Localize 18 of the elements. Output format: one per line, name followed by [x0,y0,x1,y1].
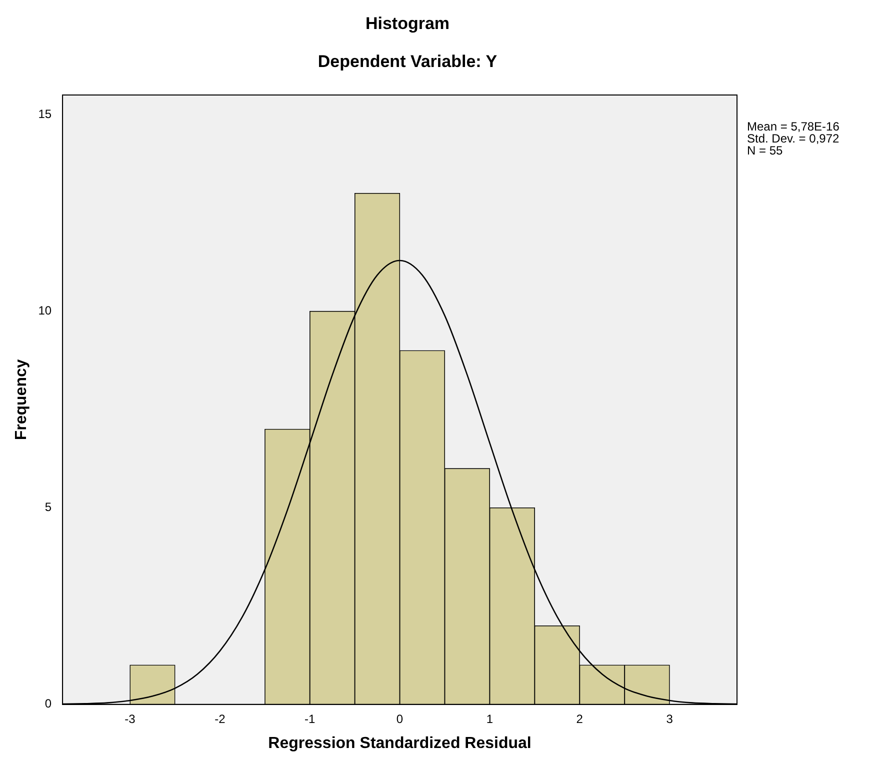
x-tick-label: 2 [576,712,584,726]
text: Std. Dev. = 0,972 [747,131,840,146]
x-tick-label: -1 [304,712,316,726]
y-tick-label: 10 [38,304,52,318]
y-tick-label: 0 [44,696,52,711]
text: Mean = 5,78E-16 [747,119,840,134]
x-tick-label: 0 [396,712,404,726]
x-tick-label: 3 [666,712,674,726]
x-tick-label: 1 [486,712,494,726]
chart-subtitle: Dependent Variable: Y [316,52,498,72]
text: N = 55 [747,143,784,158]
y-tick-label: 15 [38,106,52,121]
y-axis-title: Frequency [13,359,30,440]
y-tick-label: 5 [44,500,52,514]
x-tick-label: -2 [214,712,226,726]
x-axis-title: Regression Standardized Residual [268,734,532,752]
chart-title: Histogram [364,14,451,34]
x-tick-label: -3 [124,712,136,726]
